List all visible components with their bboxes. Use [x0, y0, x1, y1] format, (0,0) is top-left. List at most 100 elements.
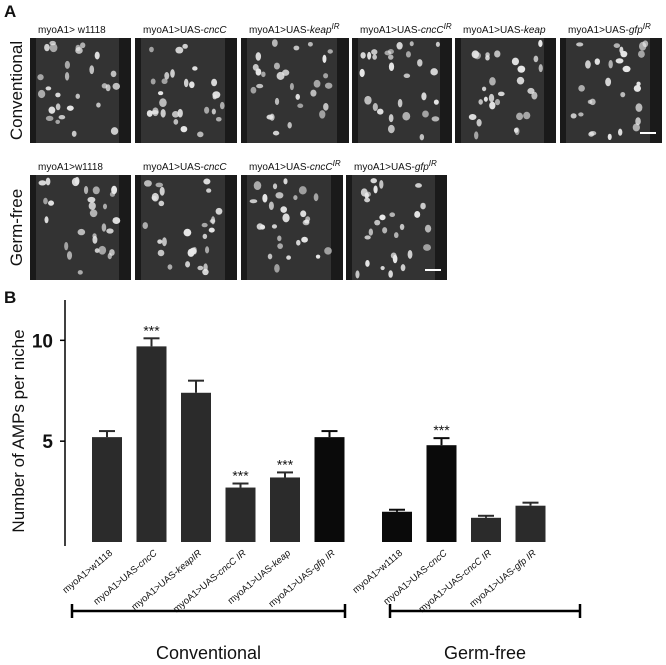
superscript: IR: [643, 22, 651, 31]
nucleus: [111, 185, 118, 195]
superscript: IR: [429, 159, 437, 168]
nucleus: [296, 239, 301, 246]
nucleus: [215, 207, 223, 215]
nucleus: [615, 58, 624, 64]
nucleus: [516, 76, 525, 85]
group-label: Conventional: [156, 643, 261, 663]
bar: [270, 477, 300, 542]
nucleus: [478, 99, 483, 105]
label: myoA1>UAS-cncC IR: [171, 548, 248, 615]
nucleus: [517, 65, 526, 73]
nucleus: [319, 110, 326, 119]
nucleus: [642, 40, 649, 48]
nucleus: [399, 223, 405, 231]
nucleus: [435, 41, 440, 47]
nucleus: [253, 181, 262, 190]
nucleus: [538, 39, 543, 48]
nucleus: [388, 54, 394, 60]
nucleus: [327, 49, 333, 54]
nucleus: [175, 46, 184, 54]
label: myoA1>UAS-cncC IR: [417, 548, 494, 615]
nucleus: [380, 265, 385, 271]
nucleus: [605, 77, 612, 87]
nucleus: [307, 41, 313, 47]
nucleus: [272, 130, 280, 136]
nucleus: [80, 42, 86, 49]
nucleus: [295, 93, 300, 100]
nucleus: [37, 89, 46, 99]
nucleus: [619, 46, 624, 54]
nucleus: [88, 201, 96, 210]
nucleus: [109, 249, 115, 256]
nucleus: [55, 119, 61, 124]
label-text: myoA1> w1118: [38, 25, 106, 36]
nucleus: [277, 235, 282, 242]
nucleus: [423, 244, 432, 251]
nucleus: [102, 203, 108, 210]
nucleus: [64, 241, 69, 251]
label: myoA1>UAS-keapIR: [249, 22, 340, 37]
nucleus: [261, 71, 266, 78]
nucleus: [45, 86, 52, 91]
gene-name: keap: [524, 25, 546, 36]
nucleus: [364, 235, 371, 240]
nucleus: [275, 192, 284, 199]
nucleus: [485, 55, 490, 61]
nucleus: [384, 50, 392, 56]
nucleus: [146, 110, 153, 117]
nucleus: [613, 43, 621, 48]
nucleus: [618, 128, 623, 136]
label: myoA1> w1118: [38, 25, 106, 36]
nucleus: [431, 116, 440, 122]
nucleus: [45, 177, 51, 186]
nucleus: [370, 178, 378, 184]
gene-name: cncC: [204, 25, 228, 36]
nucleus: [71, 130, 77, 137]
nucleus: [607, 133, 612, 141]
label: myoA1>UAS-cncC: [143, 25, 227, 36]
panel-label: B: [4, 288, 16, 307]
nucleus: [538, 64, 543, 73]
label-text: myoA1>UAS-: [354, 162, 415, 173]
nucleus: [37, 74, 44, 81]
nucleus: [620, 92, 626, 98]
label: myoA1>UAS-cncC: [143, 162, 227, 173]
label-text: myoA1>UAS-: [143, 162, 204, 173]
nucleus: [206, 188, 212, 193]
nucleus: [407, 249, 413, 259]
nucleus: [43, 197, 48, 205]
gene-name: keap: [270, 548, 293, 570]
nucleus: [578, 84, 585, 92]
nucleus: [283, 178, 288, 185]
nucleus: [94, 51, 100, 60]
nucleus: [94, 248, 100, 253]
nucleus: [421, 92, 427, 101]
nucleus: [322, 54, 327, 63]
nucleus: [483, 96, 488, 102]
gene-name: cncC: [426, 548, 450, 570]
nucleus: [167, 264, 173, 270]
nucleus: [420, 202, 426, 210]
nucleus: [274, 97, 280, 106]
nucleus: [202, 233, 208, 240]
nucleus: [183, 228, 192, 237]
tissue: [141, 38, 225, 143]
nucleus: [211, 108, 216, 115]
row-label: Conventional: [7, 41, 26, 140]
nucleus: [66, 251, 73, 260]
nucleus: [157, 91, 164, 96]
nucleus: [422, 110, 429, 118]
nucleus: [274, 263, 280, 273]
nucleus: [205, 246, 210, 254]
nucleus: [389, 212, 396, 218]
nucleus: [55, 92, 61, 98]
nucleus: [315, 254, 321, 259]
nucleus: [89, 65, 95, 75]
nucleus: [608, 60, 613, 69]
nucleus: [49, 43, 58, 53]
nucleus: [372, 103, 378, 112]
nucleus: [282, 69, 290, 76]
nucleus: [272, 183, 278, 190]
nucleus: [424, 224, 432, 233]
